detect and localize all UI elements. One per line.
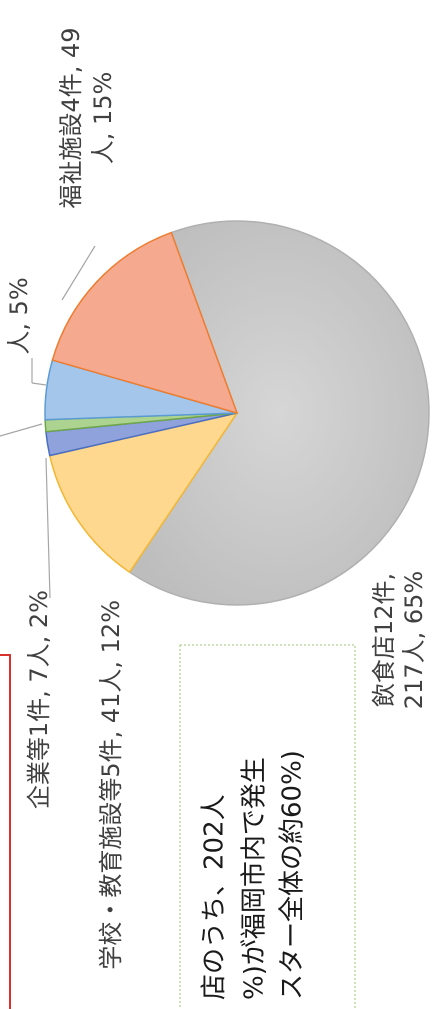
data-label: 学校・教育施設等5件, 41人, 12%: [97, 600, 125, 970]
data-label: 人, 5%: [5, 277, 33, 354]
data-label: 人, 15%: [89, 72, 117, 165]
annotation-text: スター全体の約60%): [278, 750, 308, 1000]
pie-slice: [48, 411, 239, 574]
annotation-box: [179, 644, 356, 1009]
pie-slice: [51, 231, 239, 415]
data-label: 217人, 65%: [400, 571, 428, 709]
annotation-text: 店のうち、202人: [200, 794, 230, 1000]
data-label: 福祉施設4件, 49: [57, 27, 85, 208]
pie-slice: [128, 220, 430, 606]
annotation-text: %)が福岡市内で発生: [240, 757, 270, 1000]
data-label: 飲食店12件,: [370, 573, 398, 707]
leader-lines: [0, 245, 96, 599]
data-label: 企業等1件, 7人, 2%: [25, 590, 53, 809]
highlight-box: [0, 654, 11, 1009]
